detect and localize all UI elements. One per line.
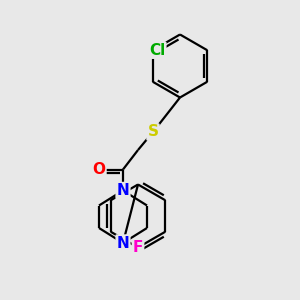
Text: S: S [148, 124, 158, 140]
Text: N: N [117, 183, 129, 198]
Text: N: N [117, 236, 129, 250]
Text: F: F [133, 240, 143, 255]
Text: O: O [92, 162, 106, 177]
Text: Cl: Cl [149, 43, 165, 58]
